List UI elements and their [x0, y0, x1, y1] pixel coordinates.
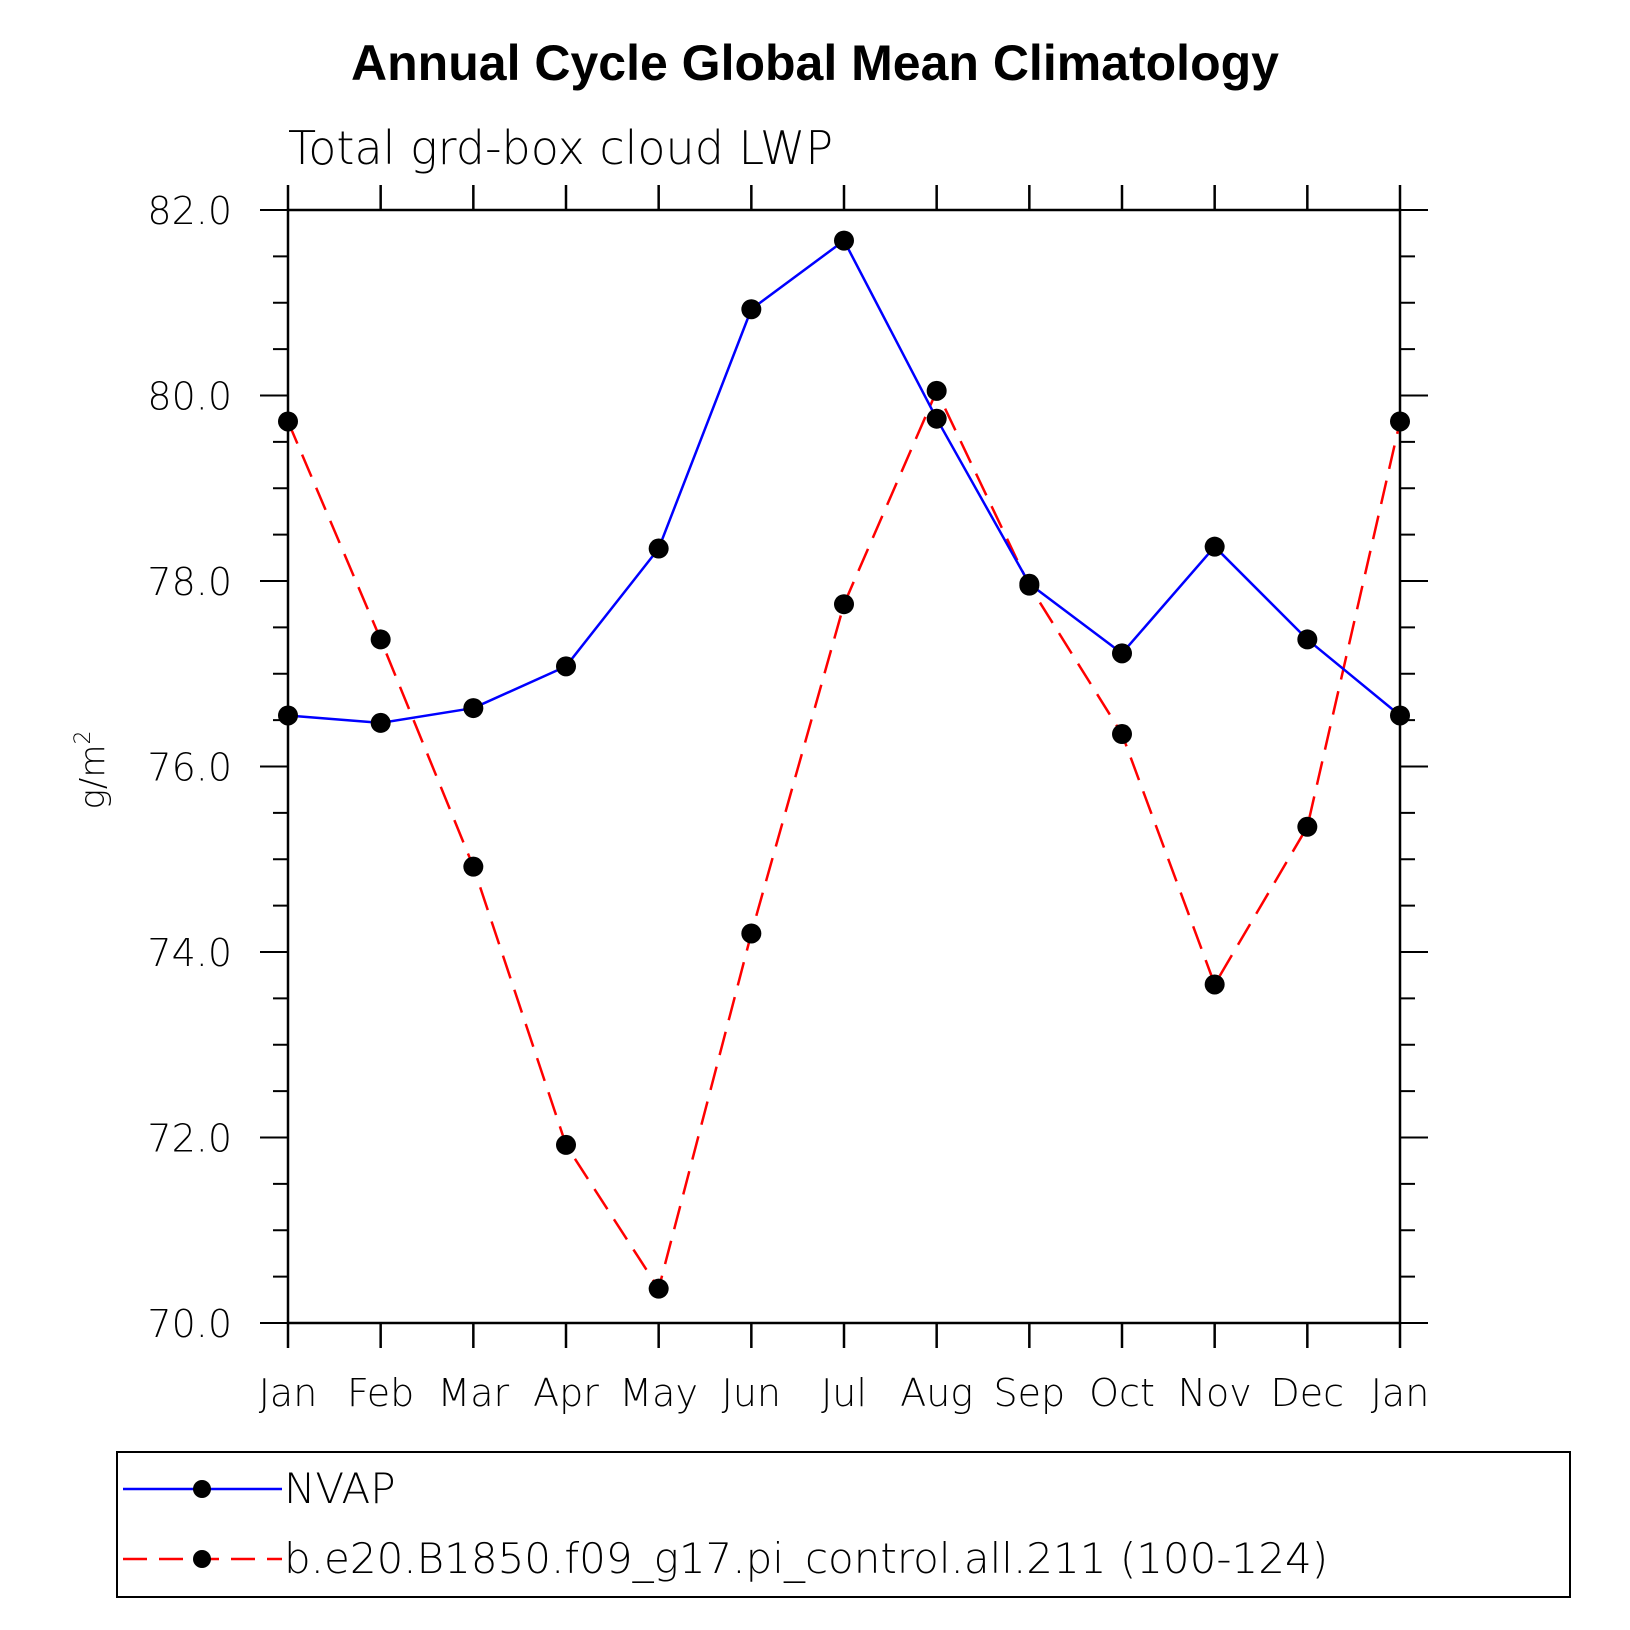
data-point-model [1390, 411, 1410, 432]
data-point-model [463, 856, 484, 877]
x-tick-label: May [619, 1371, 698, 1415]
plot-area: Jan Feb Mar Apr May Jun Jul Aug Sep Oct Nov Dec Jan 7… [147, 185, 1429, 1415]
y-tick-label: 76.0 [147, 746, 232, 790]
x-tick-label: Nov [1178, 1371, 1252, 1415]
data-point-nvap [1112, 643, 1132, 664]
y-tick-label: 70.0 [147, 1302, 232, 1346]
data-point-nvap [926, 408, 947, 429]
data-point-nvap [1390, 705, 1410, 726]
data-point-model [926, 380, 947, 401]
data-point-nvap [463, 698, 484, 719]
legend-label-nvap: NVAP [284, 1464, 396, 1513]
data-point-model [834, 594, 854, 615]
y-tick-label: 74.0 [147, 931, 232, 975]
data-point-nvap [370, 712, 391, 733]
x-tick-label: Jan [259, 1371, 318, 1415]
data-point-model [278, 411, 298, 432]
x-tick-label: Feb [347, 1371, 414, 1415]
data-point-nvap [1297, 629, 1318, 650]
legend-marker-nvap [193, 1480, 211, 1498]
legend-label-model: b.e20.B1850.f09_g17.pi_control.all.211 (… [284, 1534, 1328, 1583]
data-point-nvap [741, 299, 762, 320]
legend-box [116, 1451, 1571, 1598]
data-point-nvap [278, 705, 298, 726]
x-tick-label: Dec [1271, 1371, 1345, 1415]
data-point-nvap [1019, 573, 1040, 594]
series-line-model [286, 389, 1402, 1290]
y-tick-label: 72.0 [147, 1117, 232, 1161]
x-tick-label: Jan [1371, 1371, 1430, 1415]
data-point-model [370, 629, 391, 650]
y-tick-label: 80.0 [147, 375, 232, 419]
chart-title: Annual Cycle Global Mean Climatology [351, 35, 1279, 91]
data-point-nvap [1204, 536, 1225, 557]
x-tick-label: Mar [437, 1371, 509, 1415]
x-tick-label: Aug [900, 1371, 973, 1415]
data-point-model [1297, 816, 1318, 837]
y-tick-label: 78.0 [147, 560, 232, 604]
data-point-nvap [648, 538, 669, 559]
x-tick-label: Sep [994, 1371, 1066, 1415]
data-point-model [556, 1134, 576, 1155]
data-point-model [1204, 974, 1225, 995]
plot-frame [286, 208, 1402, 1325]
x-tick-label: Apr [533, 1371, 599, 1415]
legend-marker-model [193, 1550, 211, 1568]
x-tick-label: Jun [722, 1371, 781, 1415]
data-point-model [1112, 724, 1132, 745]
data-point-model [648, 1278, 669, 1299]
y-axis-label: g/m2 [71, 731, 113, 810]
legend: NVAP b.e20.B1850.f09_g17.pi_control.all.… [116, 1451, 1571, 1598]
data-point-model [741, 923, 762, 944]
x-tick-label: Oct [1089, 1371, 1155, 1415]
series-line-nvap [287, 239, 1401, 725]
y-tick-label: 82.0 [147, 189, 232, 233]
data-point-nvap [556, 656, 576, 677]
data-point-nvap [834, 230, 854, 251]
chart-subtitle: Total grd-box cloud LWP [288, 121, 833, 175]
x-tick-label: Jul [821, 1371, 867, 1415]
